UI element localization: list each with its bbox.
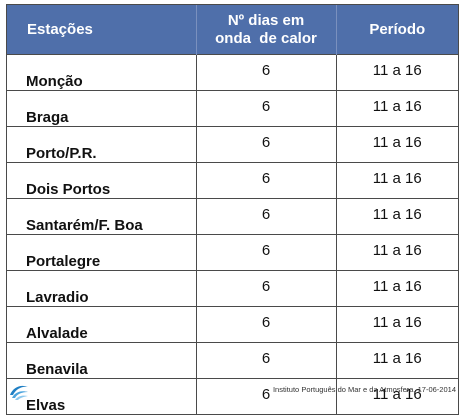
period-cell: 11 a 16 [336,90,458,127]
table-header-row: Estações Nº dias em onda de calor Períod… [7,5,458,55]
period-cell: 11 a 16 [336,198,458,235]
column-header-days: Nº dias em onda de calor [196,5,337,55]
days-cell: 6 [196,162,337,199]
period-cell: 11 a 16 [336,234,458,271]
days-cell: 6 [196,90,337,127]
period-cell: 11 a 16 [336,126,458,163]
source-credit: Instituto Português do Mar e da Atmosfer… [272,385,456,394]
table-row: Monção 6 11 a 16 [7,54,458,91]
column-header-days-line2: onda de calor [215,29,317,47]
table-row: Alvalade 6 11 a 16 [7,306,458,343]
station-cell: Alvalade [7,306,197,343]
table-row: Dois Portos 6 11 a 16 [7,162,458,199]
days-cell: 6 [196,54,337,91]
days-cell: 6 [196,306,337,343]
days-cell: 6 [196,126,337,163]
heatwave-table-frame: Estações Nº dias em onda de calor Períod… [6,4,459,415]
footer: Instituto Português do Mar e da Atmosfer… [0,376,468,406]
station-cell: Monção [7,54,197,91]
ipma-logo-icon [8,379,30,401]
period-cell: 11 a 16 [336,54,458,91]
station-cell: Dois Portos [7,162,197,199]
days-cell: 6 [196,270,337,307]
column-header-period: Período [336,5,458,55]
period-cell: 11 a 16 [336,342,458,379]
table-row: Portalegre 6 11 a 16 [7,234,458,271]
station-cell: Santarém/F. Boa [7,198,197,235]
column-header-stations: Estações [7,5,197,55]
table-row: Benavila 6 11 a 16 [7,342,458,379]
station-cell: Braga [7,90,197,127]
period-cell: 11 a 16 [336,162,458,199]
column-header-days-line1: Nº dias em [227,11,305,29]
station-cell: Porto/P.R. [7,126,197,163]
period-cell: 11 a 16 [336,270,458,307]
period-cell: 11 a 16 [336,306,458,343]
table-row: Porto/P.R. 6 11 a 16 [7,126,458,163]
days-cell: 6 [196,234,337,271]
station-cell: Portalegre [7,234,197,271]
station-cell: Benavila [7,342,197,379]
days-cell: 6 [196,198,337,235]
station-cell: Lavradio [7,270,197,307]
days-cell: 6 [196,342,337,379]
heatwave-table: Estações Nº dias em onda de calor Períod… [7,5,458,414]
table-row: Santarém/F. Boa 6 11 a 16 [7,198,458,235]
table-row: Lavradio 6 11 a 16 [7,270,458,307]
table-row: Braga 6 11 a 16 [7,90,458,127]
